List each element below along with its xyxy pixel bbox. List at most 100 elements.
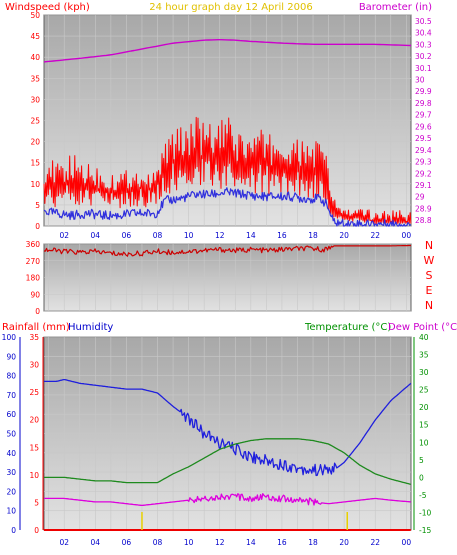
barometer-tick-label: 29.3 — [415, 158, 432, 167]
wind-barometer-panel: 0 5 10 15 20 25 30 35 40 45 50 28.8 28.9 29 29.1 29.2 29… — [30, 11, 431, 240]
x-tick-label: 02 — [59, 231, 69, 240]
x-tick-label: 18 — [308, 231, 318, 240]
temperature-tick-label: -5 — [419, 491, 427, 500]
x-tick-label: 12 — [215, 231, 225, 240]
temperature-tick-label: 25 — [419, 386, 429, 395]
temperature-tick-label: 40 — [419, 333, 429, 342]
barometer-tick-label: 29.8 — [415, 99, 432, 108]
temperature-tick-label: 0 — [419, 473, 424, 482]
temperature-tick-label: 10 — [419, 438, 429, 447]
barometer-tick-label: 29.7 — [415, 111, 432, 120]
windspeed-tick-label: 20 — [30, 138, 40, 147]
humidity-tick-label: 30 — [6, 468, 16, 477]
windspeed-tick-label: 15 — [30, 159, 40, 168]
windspeed-tick-label: 5 — [35, 201, 40, 210]
x-tick-label: 04 — [91, 231, 101, 240]
barometer-tick-label: 29.9 — [415, 87, 432, 96]
temperature-axis-title: Temperature (°C) — [304, 322, 391, 333]
rain-tick-label: 5 — [34, 498, 39, 507]
humidity-tick-label: 50 — [6, 430, 16, 439]
windspeed-line — [43, 116, 412, 225]
humidity-axis-title: Humidity — [68, 322, 113, 333]
dewpoint-line — [44, 493, 411, 507]
barometer-tick-label: 29.1 — [415, 181, 432, 190]
windspeed-tick-label: 50 — [30, 11, 40, 20]
temperature-tick-label: -15 — [419, 526, 431, 535]
rain-tick-label: 20 — [29, 416, 39, 425]
barometer-tick-label: 30.5 — [415, 17, 432, 26]
wind-direction-line — [43, 244, 411, 257]
compass-label: N — [425, 239, 433, 252]
barometer-tick-label: 28.8 — [415, 216, 432, 225]
compass-label: W — [424, 254, 435, 267]
compass-label: N — [425, 299, 433, 312]
humidity-tick-label: 90 — [6, 352, 16, 361]
humidity-tick-label: 100 — [2, 333, 17, 342]
barometer-tick-label: 29 — [415, 193, 425, 202]
dewpoint-axis-title: Dew Point (°C) — [388, 322, 457, 333]
barometer-tick-label: 29.4 — [415, 146, 432, 155]
x-tick-label: 14 — [246, 231, 256, 240]
humidity-tick-label: 10 — [6, 507, 16, 516]
chart-title: 24 hour graph day 12 April 2006 — [149, 2, 312, 13]
barometer-tick-label: 30.3 — [415, 40, 432, 49]
windspeed-tick-label: 30 — [30, 95, 40, 104]
x-tick-label: 16 — [277, 231, 287, 240]
temperature-tick-label: 35 — [419, 351, 429, 360]
barometer-tick-label: 30.1 — [415, 64, 432, 73]
x-tick-label: 16 — [277, 538, 287, 547]
direction-tick-label: 360 — [26, 240, 41, 249]
x-tick-label: 22 — [370, 538, 380, 547]
direction-tick-label: 90 — [30, 290, 40, 299]
windspeed-tick-label: 25 — [30, 117, 40, 126]
temperature-tick-label: -10 — [419, 508, 431, 517]
compass-label: E — [426, 284, 433, 297]
compass-label: S — [426, 269, 433, 282]
x-tick-label: 14 — [246, 538, 256, 547]
rain-tick-label: 25 — [29, 388, 39, 397]
direction-tick-label: 180 — [26, 274, 41, 283]
rain-tick-label: 15 — [29, 443, 39, 452]
windspeed-axis-title: Windspeed (kph) — [5, 2, 90, 13]
x-tick-label: 00 — [402, 538, 412, 547]
humidity-tick-label: 20 — [6, 487, 16, 496]
x-tick-label: 04 — [91, 538, 101, 547]
humidity-tick-label: 0 — [11, 526, 16, 535]
barometer-axis-title: Barometer (in) — [359, 2, 432, 13]
barometer-tick-label: 30 — [415, 75, 425, 84]
temperature-line — [44, 438, 411, 485]
x-tick-label: 08 — [153, 231, 163, 240]
temperature-tick-label: 15 — [419, 421, 429, 430]
rain-tick-label: 30 — [29, 361, 39, 370]
x-tick-label: 06 — [122, 538, 132, 547]
x-tick-label: 12 — [215, 538, 225, 547]
x-tick-label: 20 — [339, 538, 349, 547]
direction-tick-label: 270 — [26, 257, 41, 266]
x-tick-label: 02 — [59, 538, 69, 547]
temperature-tick-label: 5 — [419, 456, 424, 465]
barometer-tick-label: 29.5 — [415, 134, 432, 143]
humidity-tick-label: 60 — [6, 410, 16, 419]
rain-tick-label: 35 — [29, 333, 39, 342]
humidity-temperature-panel: 010203040506070809010005101520253035-15-… — [2, 333, 432, 547]
temperature-tick-label: 20 — [419, 403, 429, 412]
x-tick-label: 08 — [153, 538, 163, 547]
x-tick-label: 10 — [184, 231, 194, 240]
direction-tick-label: 0 — [35, 307, 40, 316]
rain-tick-label: 10 — [29, 471, 39, 480]
barometer-line — [43, 39, 412, 63]
windspeed-tick-label: 45 — [30, 32, 40, 41]
barometer-tick-label: 29.6 — [415, 122, 432, 131]
rainfall-axis-title: Rainfall (mm) — [2, 322, 70, 333]
x-tick-label: 10 — [184, 538, 194, 547]
x-tick-label: 20 — [339, 231, 349, 240]
barometer-tick-label: 30.4 — [415, 29, 432, 38]
humidity-line — [44, 378, 412, 477]
humidity-tick-label: 70 — [6, 391, 16, 400]
humidity-tick-label: 40 — [6, 449, 16, 458]
barometer-tick-label: 30.2 — [415, 52, 432, 61]
barometer-tick-label: 28.9 — [415, 204, 432, 213]
x-tick-label: 18 — [308, 538, 318, 547]
